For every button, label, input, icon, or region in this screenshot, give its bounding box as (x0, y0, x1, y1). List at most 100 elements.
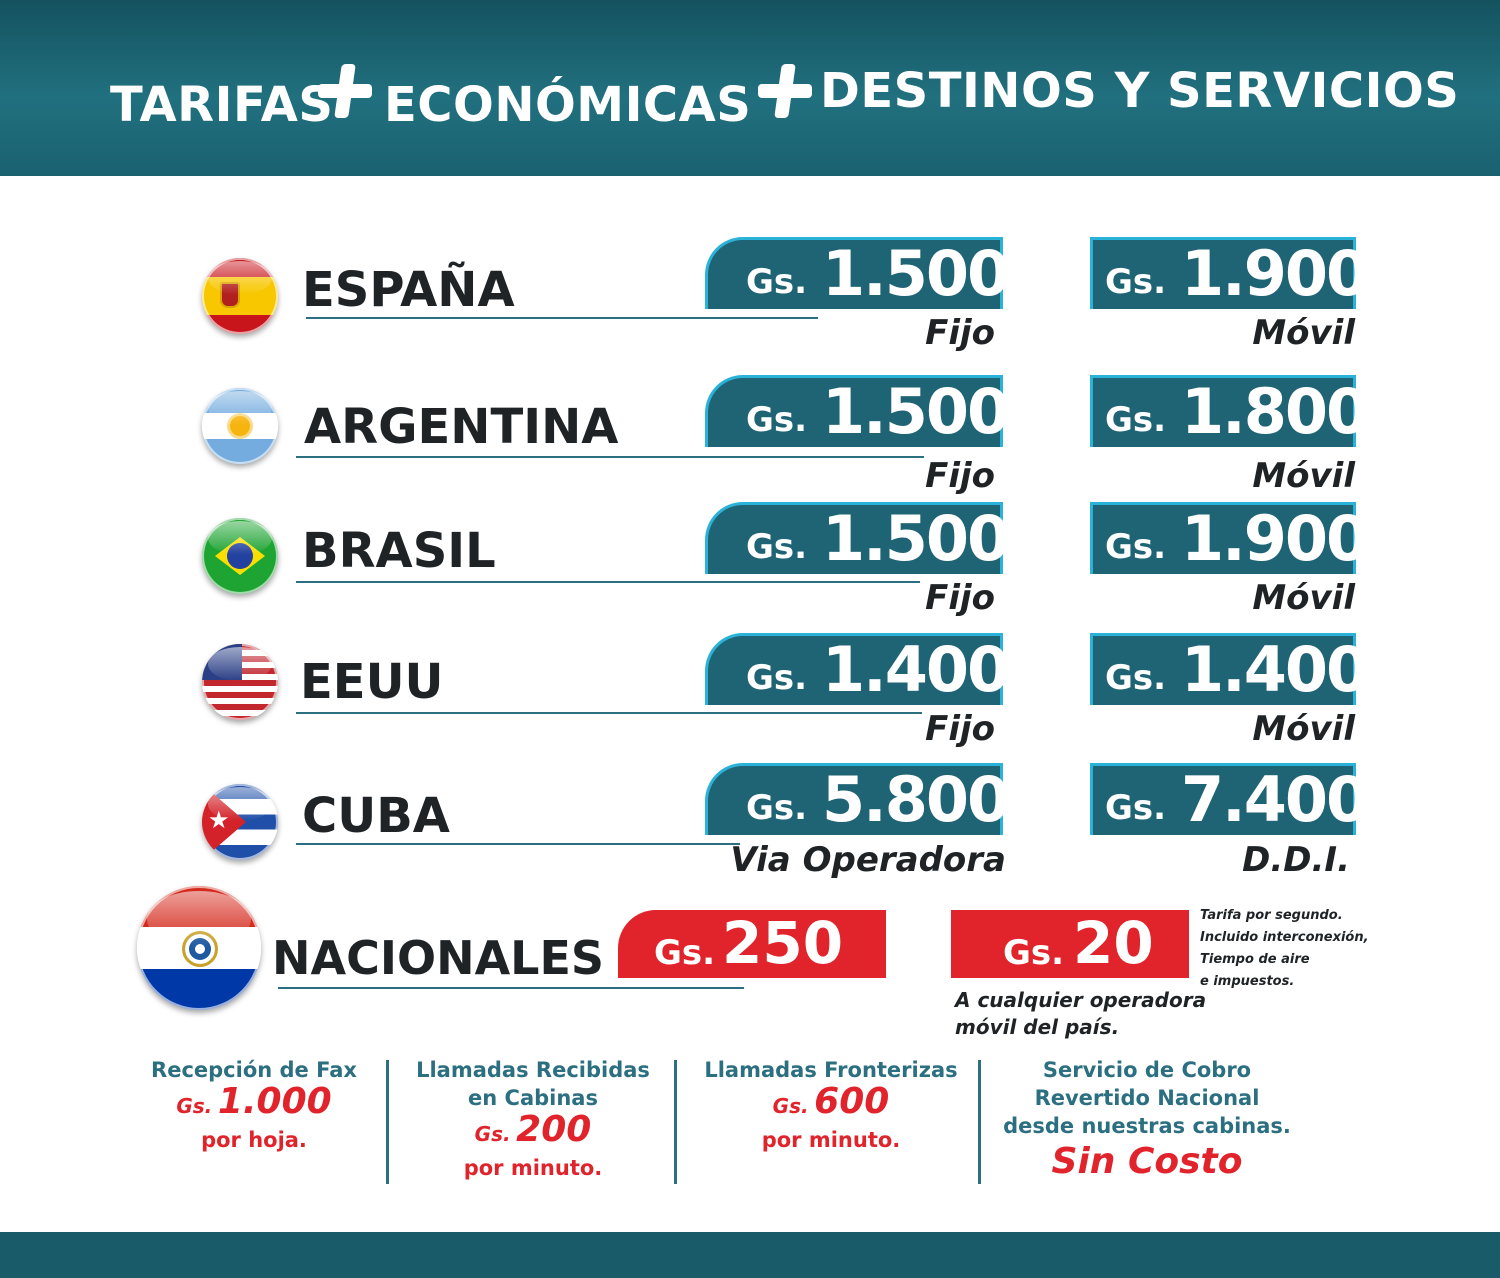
currency-label: Gs. (746, 788, 808, 828)
country-name: NACIONALES (272, 931, 605, 985)
service-price-amount: 200 (516, 1109, 592, 1150)
currency-label: Gs. (1105, 788, 1167, 828)
movil-price-box: Gs. 1.800 (1090, 375, 1369, 447)
service-collect-calls: Servicio de Cobro Revertido Nacional des… (994, 1056, 1300, 1184)
service-unit: por hoja. (201, 1128, 307, 1152)
movil-price: 1.400 (1181, 633, 1369, 706)
fijo-price: 1.400 (822, 633, 1010, 706)
tariff-note-line: Tiempo de aire (1200, 952, 1310, 967)
fijo-price-box: Gs. 1.500 (705, 502, 1010, 574)
divider (296, 456, 924, 458)
fijo-price: 1.500 (822, 502, 1010, 575)
service-unit: por minuto. (761, 1128, 901, 1152)
service-price: Gs. 1.000 (140, 1084, 368, 1126)
service-title: Recepción de Fax (151, 1058, 357, 1082)
fijo-price: 1.500 (822, 375, 1010, 448)
currency-label: Gs. (654, 933, 716, 973)
service-title: Llamadas Recibidas (416, 1058, 650, 1082)
movil-price-box: Gs. 1.900 (1090, 502, 1369, 574)
plus-icon (758, 64, 812, 118)
fijo-label: Fijo (925, 709, 995, 749)
currency-label: Gs. (1105, 262, 1167, 302)
service-price: Gs. 600 (690, 1084, 972, 1126)
currency-label: Gs. (474, 1122, 511, 1146)
fijo-price: 5.800 (822, 763, 1010, 836)
title-word-economicas: ECONÓMICAS (384, 77, 752, 133)
movil-price: 1.800 (1181, 375, 1369, 448)
fijo-price: 1.500 (822, 237, 1010, 310)
divider (296, 843, 740, 845)
nacionales-price: 250 (722, 909, 844, 977)
country-name: EEUU (300, 654, 444, 710)
fijo-label: Fijo (925, 578, 995, 618)
mobile-caption-line: A cualquier operadora (955, 988, 1207, 1012)
fijo-price-box: Gs. 1.500 (705, 375, 1010, 447)
movil-price-box: Gs. 7.400 (1090, 763, 1369, 835)
currency-label: Gs. (746, 262, 808, 302)
nacionales-mobile-price-box: Gs. 20 (951, 910, 1189, 978)
country-name: BRASIL (302, 523, 496, 579)
service-price: Gs. 200 (404, 1112, 662, 1154)
flag-brazil-icon (202, 518, 278, 594)
service-title: Revertido Nacional (1034, 1086, 1260, 1110)
header-banner: TARIFAS ECONÓMICAS DESTINOS Y SERVICIOS (0, 0, 1500, 176)
movil-price: 1.900 (1181, 237, 1369, 310)
movil-label: Móvil (1252, 578, 1355, 618)
divider (296, 581, 920, 583)
nacionales-mobile-price: 20 (1073, 909, 1154, 977)
flag-usa-icon (202, 644, 278, 720)
currency-label: Gs. (1105, 658, 1167, 698)
divider (278, 987, 744, 989)
service-title: Llamadas Fronterizas (704, 1058, 958, 1082)
fijo-price-box: Gs. 1.400 (705, 633, 1010, 705)
currency-label: Gs. (772, 1094, 809, 1118)
tariff-note-line: Incluido interconexión, (1200, 930, 1369, 945)
mobile-caption-line: móvil del país. (955, 1015, 1120, 1039)
currency-label: Gs. (1003, 933, 1065, 973)
footer-bar (0, 1232, 1500, 1278)
fijo-label: Via Operadora (730, 840, 1006, 880)
divider (306, 317, 818, 319)
service-unit: por minuto. (463, 1156, 603, 1180)
title-word-destinos: DESTINOS Y SERVICIOS (820, 63, 1460, 119)
currency-label: Gs. (1105, 400, 1167, 440)
service-received-calls: Llamadas Recibidas en Cabinas Gs. 200 po… (404, 1056, 662, 1182)
service-title: en Cabinas (468, 1086, 598, 1110)
currency-label: Gs. (746, 658, 808, 698)
service-title: Servicio de Cobro (1042, 1058, 1252, 1082)
flag-spain-icon (202, 258, 278, 334)
currency-label: Gs. (176, 1094, 213, 1118)
divider (674, 1060, 677, 1184)
movil-price-box: Gs. 1.900 (1090, 237, 1369, 309)
fijo-price-box: Gs. 5.800 (705, 763, 1010, 835)
flag-argentina-icon (202, 388, 278, 464)
currency-label: Gs. (1105, 527, 1167, 567)
currency-label: Gs. (746, 527, 808, 567)
tariff-note-line: e impuestos. (1200, 974, 1295, 989)
flag-cuba-icon: ★ (202, 784, 278, 860)
divider (386, 1060, 389, 1184)
fijo-label: Fijo (925, 313, 995, 353)
tariff-note: Tarifa por segundo. Incluido interconexi… (1200, 905, 1369, 993)
movil-price-box: Gs. 1.400 (1090, 633, 1369, 705)
movil-label: Móvil (1252, 709, 1355, 749)
fijo-price-box: Gs. 1.500 (705, 237, 1010, 309)
movil-price: 1.900 (1181, 502, 1369, 575)
page-title: TARIFAS ECONÓMICAS DESTINOS Y SERVICIOS (0, 62, 1500, 133)
movil-label: D.D.I. (1242, 840, 1350, 880)
nacionales-price-box: Gs. 250 (618, 910, 886, 978)
service-price-amount: 600 (814, 1081, 890, 1122)
mobile-caption: A cualquier operadora móvil del país. (955, 987, 1206, 1041)
currency-label: Gs. (746, 400, 808, 440)
fijo-label: Fijo (925, 456, 995, 496)
flag-paraguay-icon (137, 886, 261, 1010)
service-title: desde nuestras cabinas. (1003, 1114, 1291, 1138)
tariff-note-line: Tarifa por segundo. (1200, 908, 1343, 923)
plus-icon (318, 64, 372, 118)
divider (296, 712, 922, 714)
divider (978, 1060, 981, 1184)
country-name: ESPAÑA (302, 262, 515, 318)
title-word-tarifas: TARIFAS (110, 77, 334, 133)
service-fax: Recepción de Fax Gs. 1.000 por hoja. (140, 1056, 368, 1154)
service-free-label: Sin Costo (1051, 1141, 1243, 1182)
